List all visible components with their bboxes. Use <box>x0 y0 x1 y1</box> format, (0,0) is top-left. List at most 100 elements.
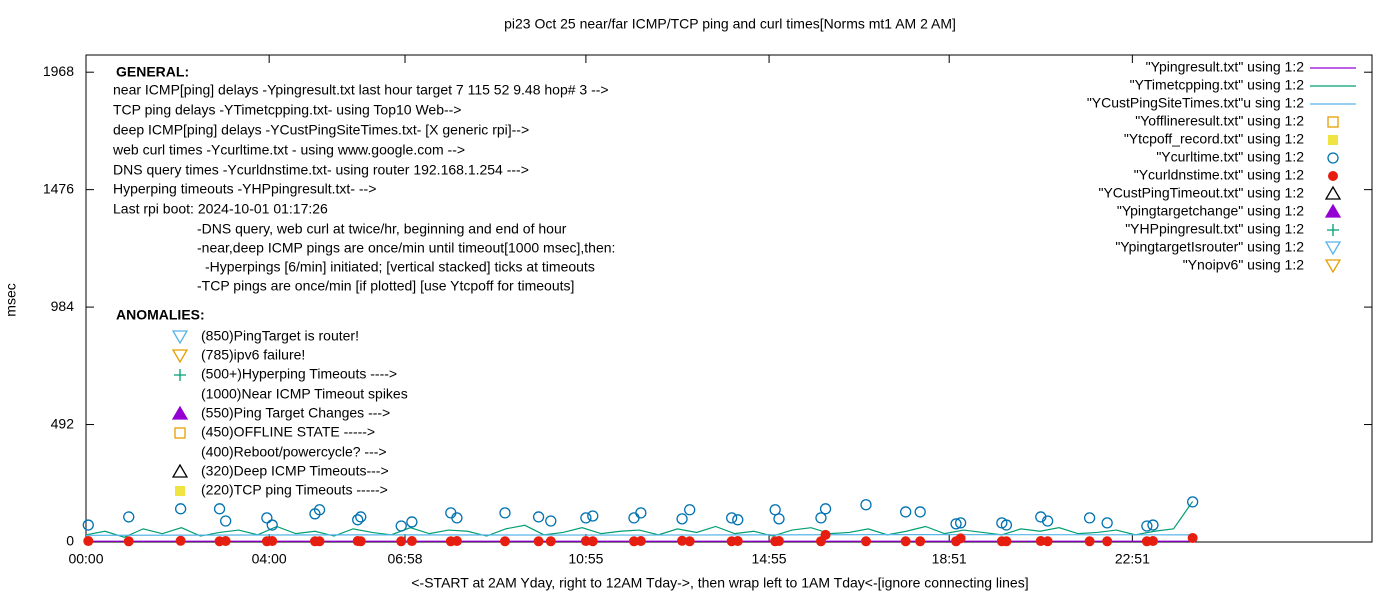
legend-label: "Ytcpoff_record.txt" using 1:2 <box>1124 131 1304 147</box>
data-point <box>955 533 966 544</box>
data-point <box>726 512 738 524</box>
data-point <box>532 511 545 523</box>
y-axis-label: msec <box>3 283 19 316</box>
data-point <box>1147 536 1158 547</box>
data-point <box>1041 515 1054 527</box>
data-point <box>732 514 744 526</box>
annotation-symbol <box>171 463 189 478</box>
data-point <box>1102 536 1113 547</box>
data-point <box>395 520 407 532</box>
annotation: (400)Reboot/powercycle? ---> <box>201 444 387 460</box>
annotation: GENERAL: <box>116 64 189 80</box>
data-point <box>545 536 556 547</box>
annotation: (550)Ping Target Changes ---> <box>201 405 390 421</box>
data-point <box>82 519 94 531</box>
data-point <box>580 512 592 524</box>
data-point <box>1186 496 1199 508</box>
annotation-symbol <box>174 369 186 381</box>
data-point <box>587 510 599 522</box>
legend-swatch <box>1324 203 1342 218</box>
annotation: -Hyperpings [6/min] initiated; [vertical… <box>205 259 595 275</box>
data-point <box>635 507 647 519</box>
data-point <box>635 536 646 547</box>
annotation: Last rpi boot: 2024-10-01 01:17:26 <box>113 201 328 217</box>
data-point <box>451 512 463 524</box>
annotation-symbol <box>174 427 186 439</box>
data-point <box>1001 536 1012 547</box>
data-point <box>1187 532 1198 543</box>
legend-swatch <box>1327 116 1339 128</box>
annotation: TCP ping delays -YTimetcpping.txt- using… <box>113 102 461 118</box>
legend-swatch <box>1324 241 1342 256</box>
legend-label: "Ycurldnstime.txt" using 1:2 <box>1134 167 1304 183</box>
data-point <box>773 536 784 547</box>
data-point <box>773 513 785 525</box>
series-line <box>85 533 1193 536</box>
data-point <box>123 511 135 523</box>
data-point <box>1141 520 1153 532</box>
y-tick-label: 1968 <box>43 63 74 79</box>
x-tick-label: 22:51 <box>1115 551 1150 567</box>
legend-label: "YTimetcpping.txt" using 1:2 <box>1130 77 1305 93</box>
x-tick-label: 06:58 <box>387 551 422 567</box>
data-point <box>220 515 232 527</box>
data-point <box>266 519 278 531</box>
data-point <box>820 529 831 540</box>
data-point <box>676 513 688 525</box>
data-point <box>915 536 926 547</box>
annotation: (785)ipv6 failure! <box>201 347 305 363</box>
data-point <box>900 536 911 547</box>
annotation: (500+)Hyperping Timeouts ----> <box>201 366 397 382</box>
annotation: DNS query times -Ycurldnstime.txt- using… <box>113 162 529 178</box>
legend-label: "Ynoipv6" using 1:2 <box>1183 257 1304 273</box>
data-point <box>261 512 273 524</box>
data-point <box>406 516 418 528</box>
legend-label: "YCustPingTimeout.txt" using 1:2 <box>1098 185 1304 201</box>
data-point <box>220 536 231 547</box>
data-point <box>451 536 462 547</box>
legend-label: "Ypingtargetchange" using 1:2 <box>1117 203 1304 219</box>
legend-swatch <box>1327 224 1339 236</box>
legend-label: "Ycurltime.txt" using 1:2 <box>1156 149 1304 165</box>
data-point <box>1042 536 1053 547</box>
legend-label: "Ypingresult.txt" using 1:2 <box>1146 59 1305 75</box>
data-point <box>545 515 557 527</box>
data-point <box>684 536 695 547</box>
data-point <box>83 536 94 547</box>
chart-title: pi23 Oct 25 near/far ICMP/TCP ping and c… <box>504 16 956 32</box>
annotation: (850)PingTarget is router! <box>201 328 359 344</box>
data-point <box>533 536 544 547</box>
y-tick-label: 492 <box>51 415 75 431</box>
x-tick-label: 14:55 <box>752 551 787 567</box>
annotation: ANOMALIES: <box>116 307 205 323</box>
annotation: Hyperping timeouts -YHPpingresult.txt- -… <box>113 181 376 197</box>
annotation-symbol <box>171 405 189 420</box>
data-point <box>860 536 871 547</box>
annotation: deep ICMP[ping] delays -YCustPingSiteTim… <box>113 122 529 138</box>
annotation-symbol <box>171 349 189 364</box>
data-point <box>1084 536 1095 547</box>
data-point <box>900 506 912 518</box>
x-axis-label: <-START at 2AM Yday, right to 12AM Tday-… <box>411 575 1028 591</box>
data-point <box>406 536 417 547</box>
data-point <box>732 536 743 547</box>
data-point <box>213 503 226 515</box>
legend-swatch <box>1324 185 1342 200</box>
annotation: (1000)Near ICMP Timeout spikes <box>201 386 408 402</box>
data-point <box>1101 517 1113 529</box>
data-point <box>175 535 186 546</box>
x-tick-label: 10:55 <box>568 551 603 567</box>
y-tick-label: 0 <box>66 533 74 549</box>
annotation: -near,deep ICMP pings are once/min until… <box>197 240 615 256</box>
legend-swatch <box>1324 259 1342 274</box>
data-point <box>950 518 962 530</box>
data-point <box>396 536 407 547</box>
data-point <box>1147 519 1159 531</box>
annotation-symbol <box>175 486 185 496</box>
data-point <box>860 499 872 511</box>
data-point <box>1000 519 1013 531</box>
annotation: web curl times -Ycurltime.txt - using ww… <box>112 142 465 158</box>
x-tick-label: 18:51 <box>932 551 967 567</box>
